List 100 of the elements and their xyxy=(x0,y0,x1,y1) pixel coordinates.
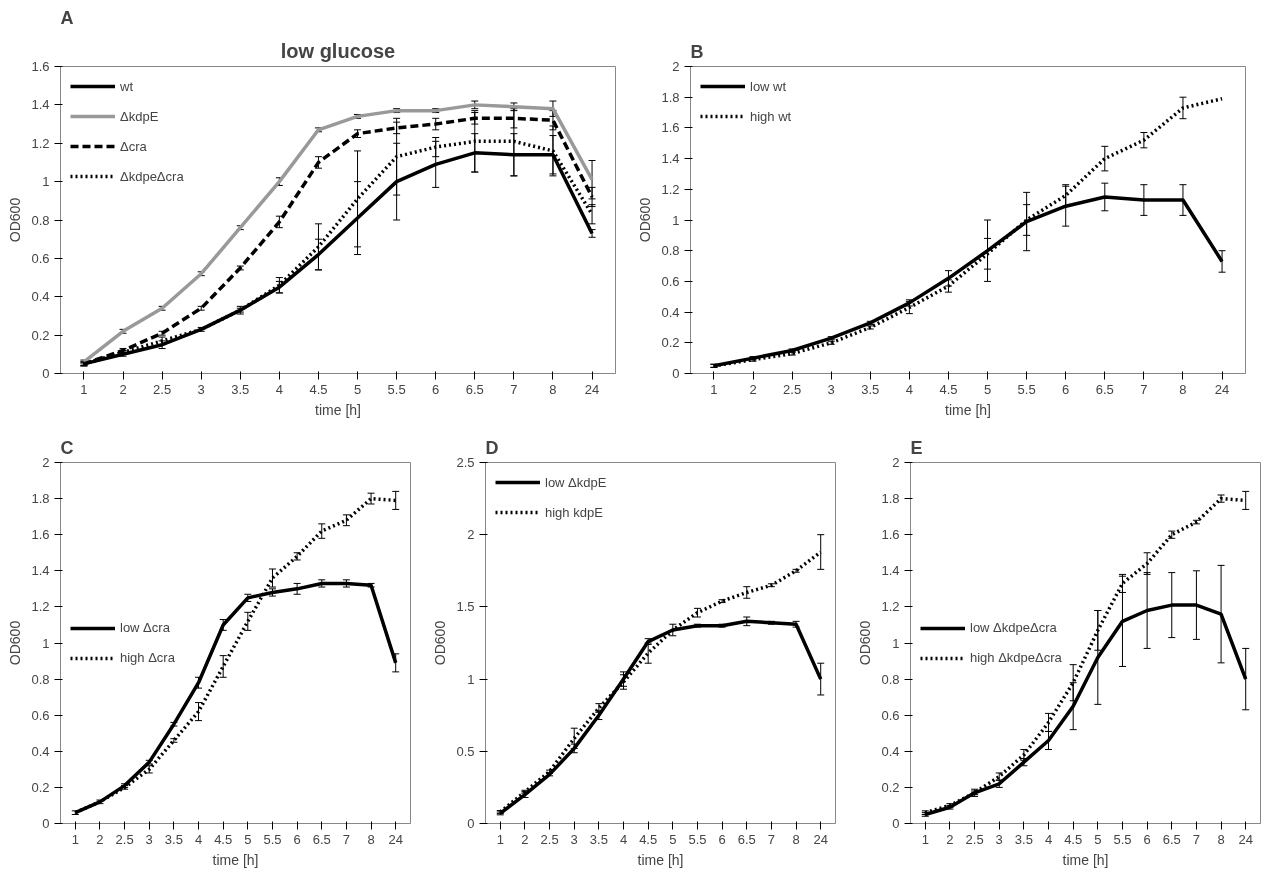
text: C xyxy=(60,437,74,458)
x-tick-label: 6 xyxy=(718,831,726,847)
x-tick-label: 4.5 xyxy=(309,381,328,397)
x-tick-label: 8 xyxy=(792,831,800,847)
y-tick-label: 0 xyxy=(892,816,900,831)
x-tick-label: 3 xyxy=(570,831,578,847)
y-tick-label: 1.8 xyxy=(881,491,900,507)
y-tick-label: 0 xyxy=(672,366,680,381)
x-tick-label: 1 xyxy=(710,381,718,397)
y-tick-label: 1.4 xyxy=(881,563,900,579)
y-tick-label: 1.4 xyxy=(661,151,680,167)
x-tick-label: 6 xyxy=(1062,381,1070,397)
x-tick-label: 3.5 xyxy=(231,381,250,397)
y-tick-label: 1.8 xyxy=(661,89,680,105)
x-tick-label: 3.5 xyxy=(589,831,608,847)
y-tick-label: 1 xyxy=(467,671,475,687)
y-tick-label: 0.4 xyxy=(31,743,50,759)
x-tick-label: 6 xyxy=(293,831,301,847)
x-tick-label: 2.5 xyxy=(540,831,559,847)
y-tick-label: 0 xyxy=(467,816,475,831)
legend-label: low ΔkdpE xyxy=(545,474,607,490)
text: A xyxy=(60,7,74,28)
x-tick-label: 24 xyxy=(388,831,403,847)
y-tick-label: 0.4 xyxy=(661,304,680,320)
x-tick-label: 2 xyxy=(521,831,529,847)
x-tick-label: 5 xyxy=(1094,831,1102,847)
y-axis-title: OD600 xyxy=(432,620,449,666)
y-tick-label: 1.2 xyxy=(31,135,50,151)
x-tick-label: 3.5 xyxy=(861,381,880,397)
x-tick-label: 4.5 xyxy=(939,381,958,397)
x-tick-label: 8 xyxy=(1179,381,1187,397)
y-tick-label: 0.6 xyxy=(881,707,900,723)
x-tick-label: 2 xyxy=(749,381,757,397)
x-tick-label: 24 xyxy=(1214,381,1230,397)
y-tick-label: 1.6 xyxy=(31,527,50,543)
y-tick-label: 1 xyxy=(42,635,50,651)
x-tick-label: 3 xyxy=(145,831,153,847)
x-tick-label: 3 xyxy=(827,381,835,397)
x-tick-label: 4 xyxy=(194,831,203,847)
y-tick-label: 0.2 xyxy=(31,779,50,795)
x-tick-label: 4 xyxy=(905,381,913,397)
x-tick-label: 24 xyxy=(1238,831,1253,847)
y-tick-label: 1.6 xyxy=(881,527,900,543)
x-tick-label: 2 xyxy=(946,831,954,847)
x-tick-label: 4.5 xyxy=(214,831,233,847)
y-tick-label: 1.4 xyxy=(31,563,50,579)
x-tick-label: 5.5 xyxy=(387,381,406,397)
y-tick-label: 0.2 xyxy=(31,327,50,343)
legend-label: high kdpE xyxy=(545,504,603,520)
y-tick-label: 2 xyxy=(892,455,900,470)
y-tick-label: 1.4 xyxy=(31,97,50,113)
y-tick-label: 0.8 xyxy=(31,212,50,228)
x-tick-label: 3.5 xyxy=(164,831,183,847)
x-tick-label: 6.5 xyxy=(465,381,484,397)
y-tick-label: 0.2 xyxy=(661,335,680,351)
x-tick-label: 4.5 xyxy=(1064,831,1083,847)
y-tick-label: 0 xyxy=(42,816,50,831)
legend-label: high ΔkdpeΔcra xyxy=(970,650,1062,665)
y-tick-label: 0.8 xyxy=(661,243,680,259)
y-axis-title: OD600 xyxy=(7,197,24,243)
x-axis-title: time [h] xyxy=(1062,851,1109,868)
x-tick-label: 5 xyxy=(353,381,362,397)
y-tick-label: 2 xyxy=(672,59,680,74)
x-tick-label: 2 xyxy=(119,381,127,397)
x-tick-label: 5 xyxy=(669,831,677,847)
y-tick-label: 2 xyxy=(467,527,475,543)
x-tick-label: 5.5 xyxy=(1113,831,1132,847)
legend-label: ΔkdpE xyxy=(120,108,159,124)
x-tick-label: 5.5 xyxy=(688,831,707,847)
x-tick-label: 7 xyxy=(1192,831,1201,847)
x-tick-label: 3 xyxy=(995,831,1003,847)
x-tick-label: 6 xyxy=(1143,831,1151,847)
legend-label: high Δcra xyxy=(120,650,175,665)
y-tick-label: 1 xyxy=(42,174,50,190)
x-tick-label: 24 xyxy=(813,831,828,847)
y-tick-label: 0.6 xyxy=(661,273,680,289)
legend-label: wt xyxy=(120,78,134,94)
x-tick-label: 6.5 xyxy=(1095,381,1114,397)
x-tick-label: 1 xyxy=(71,831,79,847)
chart-title: low glucose xyxy=(280,39,396,62)
legend-label: Δcra xyxy=(120,138,147,154)
x-tick-label: 4 xyxy=(1044,831,1053,847)
x-tick-label: 1 xyxy=(496,831,504,847)
x-tick-label: 7 xyxy=(342,831,351,847)
x-tick-label: 3.5 xyxy=(1014,831,1033,847)
y-tick-label: 0.4 xyxy=(881,743,900,759)
x-tick-label: 8 xyxy=(367,831,375,847)
x-tick-label: 5.5 xyxy=(1017,381,1036,397)
x-tick-label: 6.5 xyxy=(737,831,756,847)
y-tick-label: 0.6 xyxy=(31,250,50,266)
x-tick-label: 7 xyxy=(767,831,776,847)
y-axis-title: OD600 xyxy=(857,620,874,666)
y-tick-label: 2 xyxy=(42,455,50,470)
y-tick-label: 0.5 xyxy=(456,743,475,759)
x-tick-label: 5 xyxy=(983,381,992,397)
y-axis-title: OD600 xyxy=(7,620,24,666)
y-tick-label: 1 xyxy=(892,635,900,651)
x-tick-label: 2.5 xyxy=(965,831,984,847)
x-tick-label: 2.5 xyxy=(115,831,134,847)
x-tick-label: 8 xyxy=(549,381,557,397)
